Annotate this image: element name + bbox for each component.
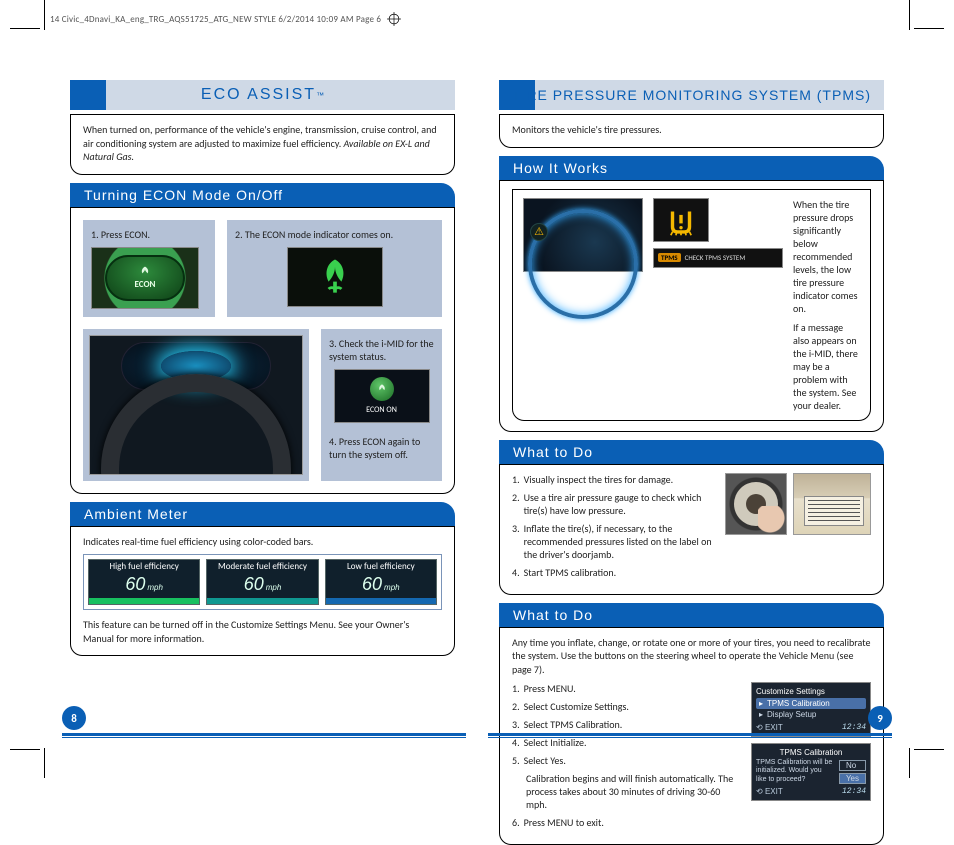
page-left: ECO ASSIST™ When turned on, performance … — [0, 60, 477, 728]
tpms-warning-on-gauge-icon: ⚠ — [530, 223, 548, 241]
intro-box-tpms: Monitors the vehicle's tire pressures. — [499, 114, 884, 148]
intro-text: When turned on, performance of the vehic… — [83, 123, 442, 164]
footer-rule-left — [62, 733, 466, 736]
page-title: TIRE PRESSURE MONITORING SYSTEM (TPMS) — [499, 80, 884, 110]
print-header: 14 Civic_4Dnavi_KA_eng_TRG_AQS51725_ATG_… — [50, 12, 401, 26]
ambient-intro: Indicates real-time fuel efficiency usin… — [83, 535, 442, 549]
screen-yes-button: Yes — [839, 773, 866, 784]
tpms-check-message: TPMS CHECK TPMS SYSTEM — [653, 248, 783, 268]
econ-indicator-photo — [287, 247, 383, 307]
title-banner-eco: ECO ASSIST™ — [70, 80, 455, 110]
page-title: ECO ASSIST™ — [70, 80, 455, 110]
tpms-warning-icon — [653, 198, 709, 242]
doorjamb-label-photo — [793, 473, 871, 535]
page-number-left: 8 — [62, 706, 86, 730]
leaf-icon — [137, 265, 153, 279]
dashboard-photo — [89, 335, 303, 475]
intro-box-eco: When turned on, performance of the vehic… — [70, 114, 455, 175]
screen-row-selected: ▸ TPMS Calibration — [756, 698, 866, 709]
ambient-meter-row: High fuel efficiency 60mph Moderate fuel… — [83, 554, 442, 610]
dashboard-photo-tile — [83, 329, 309, 481]
title-banner-tpms: TIRE PRESSURE MONITORING SYSTEM (TPMS) — [499, 80, 884, 110]
wtd1-box: 1.Visually inspect the tires for damage.… — [499, 464, 884, 595]
section-header-wtd1: What to Do — [499, 440, 884, 464]
hiw-box: ⚠ TPMS CHECK TPMS SYSTEM — [499, 180, 884, 432]
page-number-right: 9 — [868, 706, 892, 730]
imid-screen-confirm: TPMS Calibration TPMS Calibration will b… — [751, 743, 871, 801]
hiw-p1: When the tire pressure drops significant… — [793, 198, 860, 315]
wtd-steps: 1.Visually inspect the tires for damage.… — [512, 473, 715, 579]
step1-tile: 1. Press ECON. ECON — [83, 220, 215, 317]
ambient-box: Indicates real-time fuel efficiency usin… — [70, 526, 455, 657]
cal-intro: Any time you inflate, change, or rotate … — [512, 636, 871, 677]
step2-tile: 2. The ECON mode indicator comes on. — [227, 220, 442, 317]
imid-screen-customize: Customize Settings ▸ TPMS Calibration ▸ … — [751, 682, 871, 737]
step3-4-tile: 3. Check the i-MID for the system status… — [321, 329, 442, 481]
section-header-econ-mode: Turning ECON Mode On/Off — [70, 183, 455, 207]
screen-no-button: No — [839, 760, 866, 771]
meter-low: Low fuel efficiency 60mph — [325, 559, 437, 605]
ambient-note: This feature can be turned off in the Cu… — [83, 618, 442, 645]
section-header-hiw: How It Works — [499, 156, 884, 180]
registration-mark-icon — [387, 12, 401, 26]
section-header-wtd2: What to Do — [499, 603, 884, 627]
tpms-intro: Monitors the vehicle's tire pressures. — [512, 123, 871, 137]
section-header-ambient: Ambient Meter — [70, 502, 455, 526]
calibration-steps: 1.Press MENU. 2.Select Customize Setting… — [512, 682, 741, 829]
footer-rule-right — [488, 733, 892, 736]
meter-high: High fuel efficiency 60mph — [88, 559, 200, 605]
page-right: TIRE PRESSURE MONITORING SYSTEM (TPMS) M… — [477, 60, 954, 728]
screen-row: ▸ Display Setup — [756, 709, 866, 720]
econ-button-photo: ECON — [91, 247, 199, 309]
gauge-photo: ⚠ — [523, 198, 643, 272]
tire-photo — [725, 473, 787, 535]
hiw-p2: If a message also appears on the i-MID, … — [793, 321, 860, 412]
print-header-text: 14 Civic_4Dnavi_KA_eng_TRG_AQS51725_ATG_… — [50, 14, 381, 25]
econ-mode-box: 1. Press ECON. ECON 2. The ECON mode ind… — [70, 207, 455, 494]
meter-mod: Moderate fuel efficiency 60mph — [206, 559, 318, 605]
imid-econ-photo: ECON ON — [334, 369, 430, 423]
